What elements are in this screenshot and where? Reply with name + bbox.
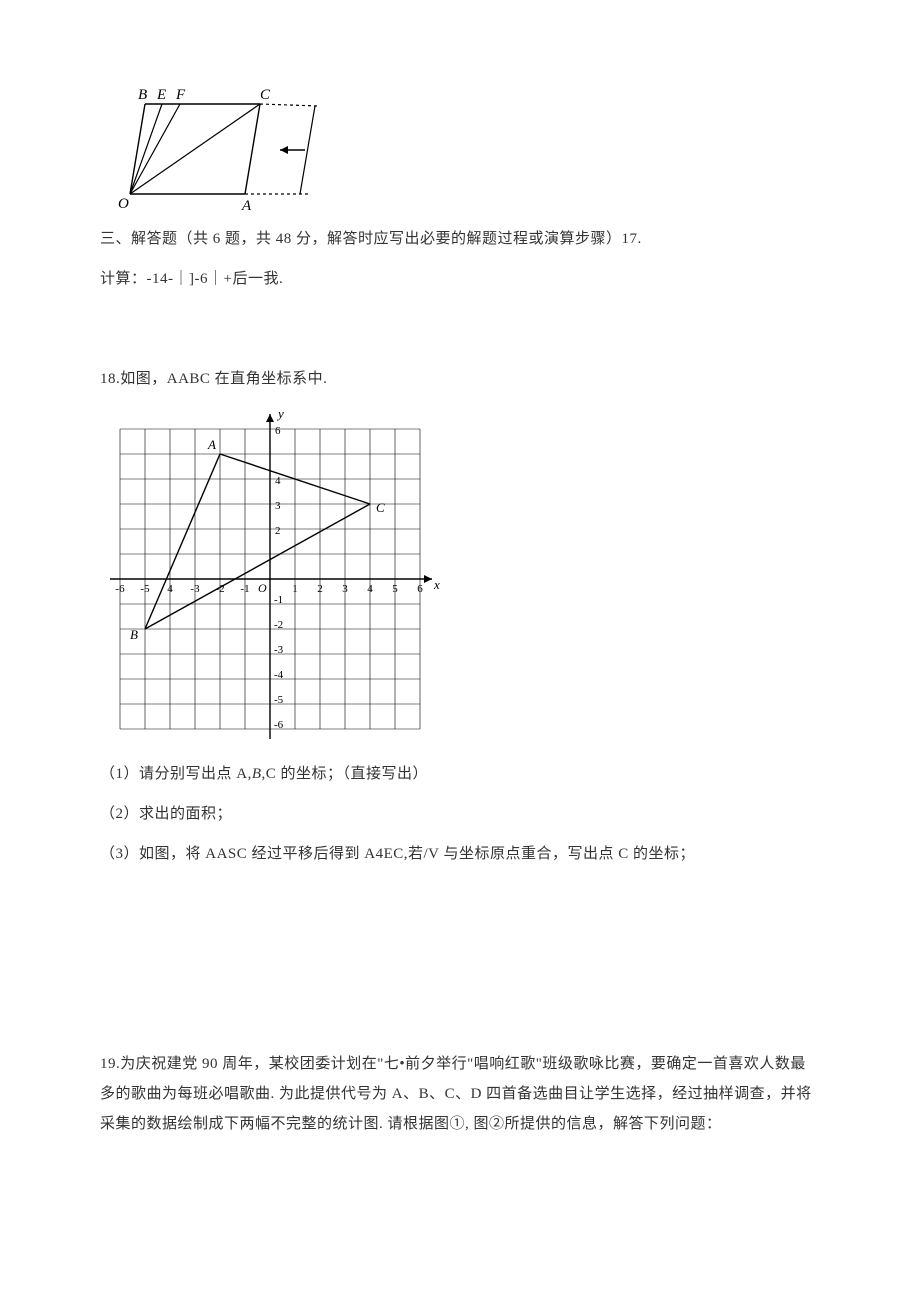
svg-text:6: 6 — [275, 425, 281, 437]
q18-sub3: （3）如图，将 AASC 经过平移后得到 A4EC,若/V 与坐标原点重合，写出… — [100, 839, 820, 869]
svg-text:-1: -1 — [274, 594, 283, 606]
q18-sub2: （2）求出的面积； — [100, 799, 820, 829]
figure-parallelogram: B E F C O A — [100, 84, 820, 214]
svg-text:-3: -3 — [190, 583, 200, 595]
svg-text:5: 5 — [392, 583, 398, 595]
axis-x-label: x — [433, 577, 440, 592]
point-C-label: C — [376, 500, 385, 515]
svg-text:-3: -3 — [274, 644, 284, 656]
label-C: C — [260, 87, 271, 103]
svg-text:-5: -5 — [274, 694, 284, 706]
q18-intro: 18.如图，AABC 在直角坐标系中. — [100, 364, 820, 394]
label-A: A — [241, 198, 252, 214]
svg-text:-1: -1 — [240, 583, 249, 595]
svg-text:4: 4 — [167, 583, 173, 595]
svg-text:1: 1 — [292, 583, 298, 595]
label-F: F — [175, 87, 186, 103]
section-3-heading: 三、解答题（共 6 题，共 48 分，解答时应写出必要的解题过程或演算步骤）17… — [100, 224, 820, 254]
svg-text:3: 3 — [275, 500, 281, 512]
svg-text:3: 3 — [342, 583, 348, 595]
origin-label: O — [258, 581, 267, 595]
svg-text:-4: -4 — [274, 669, 284, 681]
q19-text: 19.为庆祝建党 90 周年，某校团委计划在"七•前夕举行"唱响红歌"班级歌咏比… — [100, 1049, 820, 1139]
svg-text:6: 6 — [417, 583, 423, 595]
point-B-label: B — [130, 627, 138, 642]
svg-text:4: 4 — [367, 583, 373, 595]
q18-sub1: （1）请分别写出点 A,B,C 的坐标；（直接写出） — [100, 759, 820, 789]
label-B: B — [138, 87, 147, 103]
svg-text:-6: -6 — [274, 719, 284, 731]
axis-y-label: y — [276, 406, 284, 421]
svg-text:-2: -2 — [274, 619, 283, 631]
label-E: E — [156, 87, 166, 103]
point-A-label: A — [207, 437, 216, 452]
svg-text:-6: -6 — [115, 583, 125, 595]
figure-coordinate-grid: x y O -6 -5 4 -3 -2 -1 1 2 3 4 5 6 6 4 — [100, 404, 820, 749]
svg-text:4: 4 — [275, 475, 281, 487]
italic-B: B — [252, 766, 262, 782]
svg-text:2: 2 — [275, 525, 281, 537]
q17-calc: 计算：-14-｜]-6｜+后一我. — [100, 264, 820, 294]
label-O: O — [118, 196, 129, 212]
svg-text:2: 2 — [317, 583, 323, 595]
svg-text:-5: -5 — [140, 583, 150, 595]
